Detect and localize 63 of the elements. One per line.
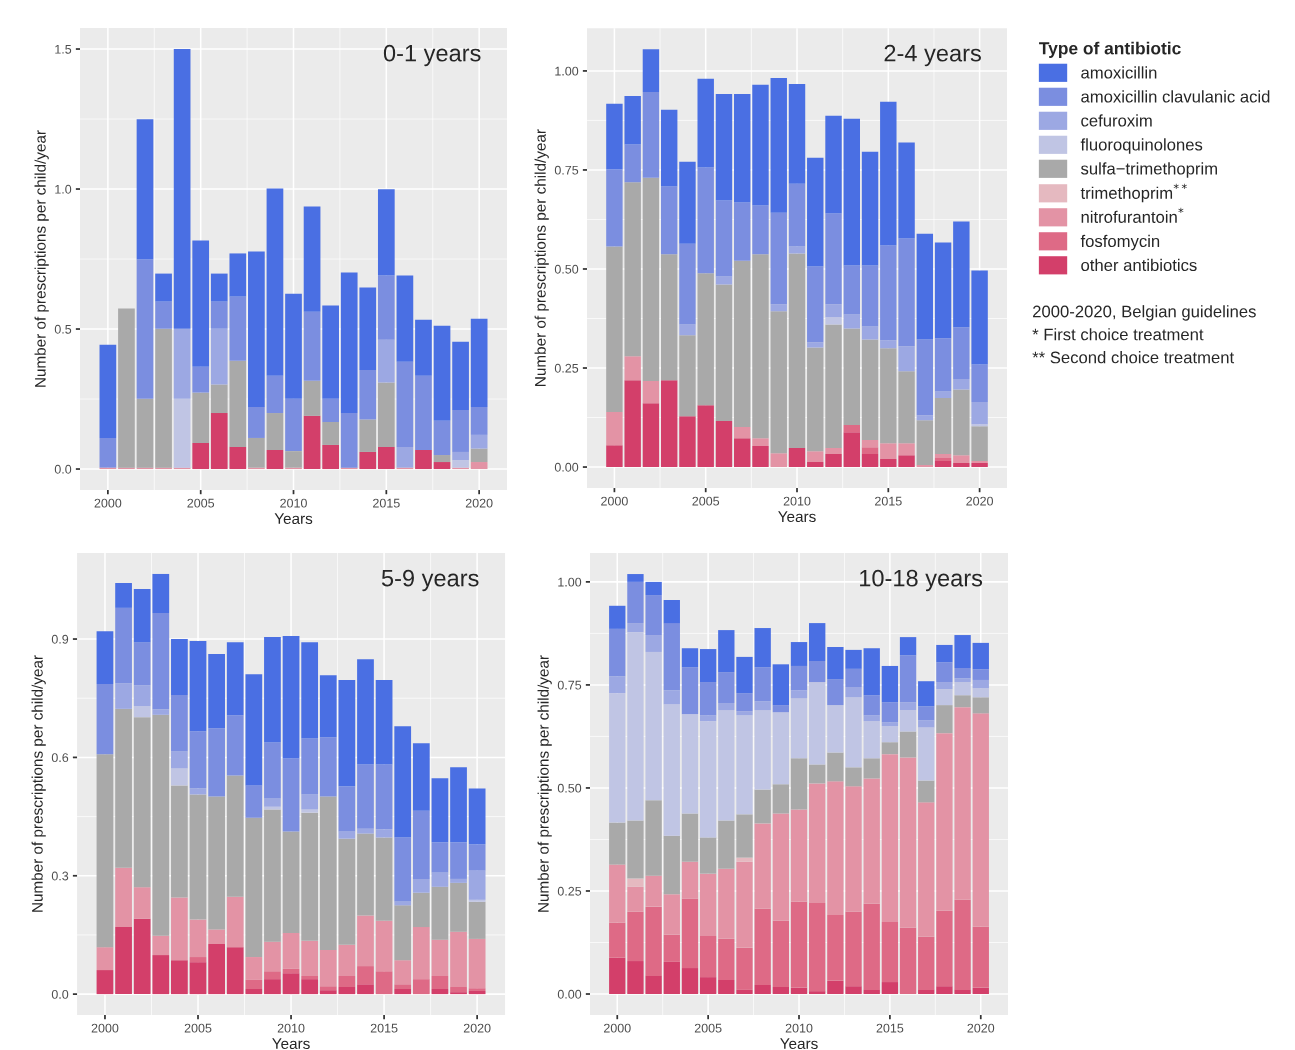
text: 0-1 years — [383, 44, 481, 67]
text: ** Second choice treatment — [1032, 351, 1235, 364]
y-tick-label: 0.0 — [51, 989, 69, 999]
legend-label: fosfomycin — [1080, 234, 1160, 251]
x-tick-label: 2000 — [603, 1023, 631, 1033]
y-tick-label: 0.0 — [54, 464, 72, 474]
x-tick-label: 2005 — [184, 1023, 212, 1033]
x-tick-label: 2015 — [875, 496, 902, 506]
x-tick-label: 2010 — [785, 1023, 813, 1033]
y-tick-label: 1.5 — [55, 44, 72, 54]
x-tick-label: 2010 — [783, 496, 811, 506]
y-tick-label: 0.25 — [557, 886, 582, 896]
y-tick-label: 0.75 — [557, 680, 582, 690]
x-tick-label: 2020 — [966, 496, 994, 506]
x-tick-label: 2010 — [280, 498, 307, 508]
y-axis-title: Number of prescriptions per child/year — [534, 129, 549, 386]
legend-label: cefuroxim — [1081, 114, 1152, 127]
y-axis-title: Number of prescriptions per child/year — [34, 130, 49, 387]
legend-label: sulfa−trimethoprim — [1080, 162, 1217, 178]
x-axis-title: Years — [778, 511, 816, 523]
y-axis-title: Number of prescriptions per child/year — [31, 655, 46, 912]
legend-label: amoxicillin clavulanic acid — [1081, 90, 1270, 103]
legend-label: fluoroquinolones — [1080, 138, 1203, 154]
legend-label: amoxicillin — [1081, 66, 1157, 79]
y-tick-label: 0.3 — [51, 871, 69, 881]
y-tick-label: 0.50 — [557, 783, 582, 793]
x-tick-label: 2015 — [876, 1023, 904, 1033]
x-axis-title: Years — [272, 1038, 310, 1050]
y-tick-label: 0.9 — [51, 634, 69, 644]
x-tick-label: 2005 — [694, 1023, 722, 1033]
y-tick-label: 1.00 — [555, 66, 579, 76]
x-tick-label: 2020 — [967, 1023, 995, 1033]
legend-label: trimethoprim$^{**}$ — [1080, 183, 1187, 203]
y-tick-label: 0.6 — [51, 753, 69, 763]
y-tick-label: 0.00 — [554, 462, 579, 472]
text: * First choice treatment — [1032, 328, 1204, 341]
y-tick-label: 0.25 — [554, 363, 579, 373]
y-tick-label: 1.00 — [558, 577, 582, 587]
x-axis-title: Years — [780, 1038, 818, 1050]
y-tick-label: 0.75 — [554, 165, 579, 175]
x-tick-label: 2000 — [94, 498, 122, 508]
y-tick-label: 0.00 — [557, 989, 582, 999]
x-tick-label: 2005 — [187, 498, 215, 508]
text: 10-18 years — [860, 569, 983, 592]
x-tick-label: 2020 — [463, 1023, 491, 1033]
legend-label: nitrofurantoin$^{*}$ — [1081, 207, 1184, 223]
y-tick-label: 1.0 — [55, 184, 72, 194]
x-tick-label: 2015 — [370, 1023, 398, 1033]
x-tick-label: 2010 — [277, 1023, 305, 1033]
text: 2-4 years — [884, 44, 981, 67]
legend-title: Type of antibiotic — [1039, 41, 1181, 58]
text: 2000-2020, Belgian guidelines — [1033, 305, 1256, 321]
text: 5-9 years — [381, 569, 479, 592]
legend-label: other antibiotics — [1081, 258, 1197, 272]
x-tick-label: 2000 — [601, 496, 628, 506]
y-tick-label: 0.50 — [554, 264, 579, 274]
x-tick-label: 2015 — [373, 498, 400, 508]
y-tick-label: 0.5 — [54, 324, 72, 334]
y-axis-title: Number of prescriptions per child/year — [537, 655, 552, 912]
x-tick-label: 2000 — [91, 1023, 119, 1033]
x-axis-title: Years — [274, 513, 313, 525]
x-tick-label: 2020 — [465, 498, 493, 508]
x-tick-label: 2005 — [692, 496, 720, 506]
